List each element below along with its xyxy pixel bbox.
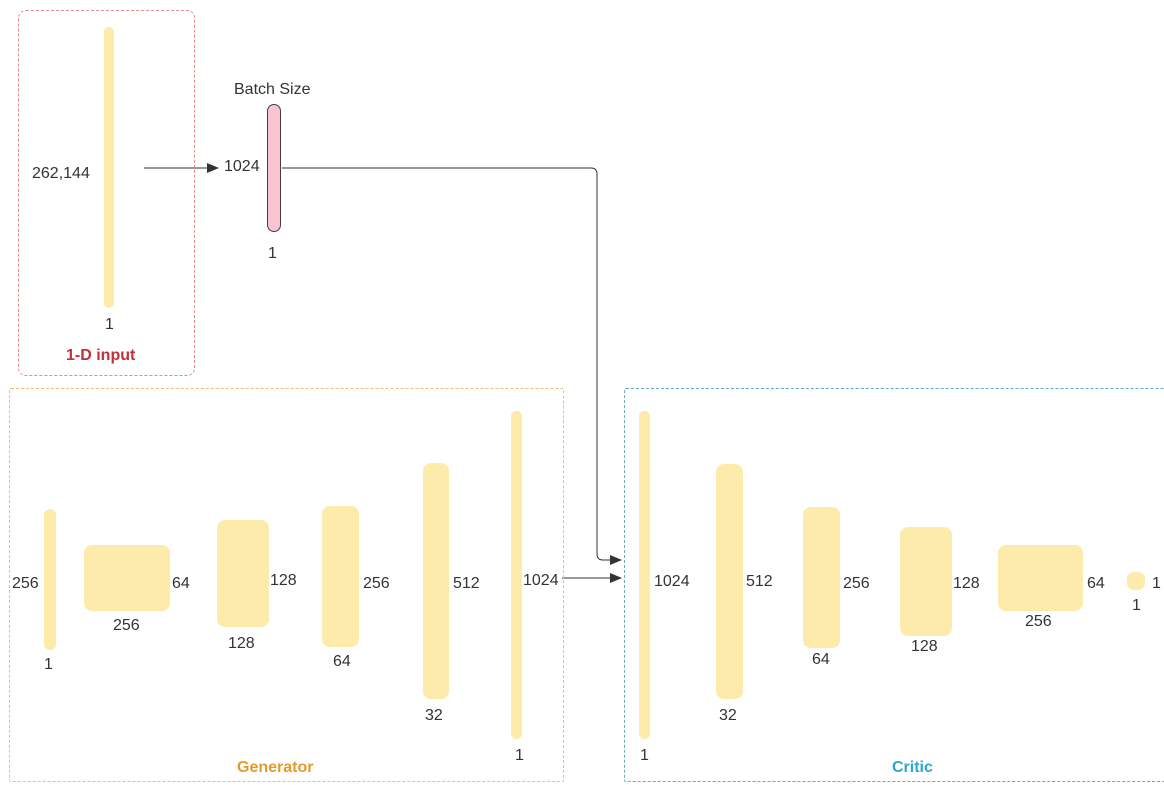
critic-layer-6-height-label: 1	[1152, 575, 1161, 592]
critic-layer-3-height-label: 256	[843, 575, 870, 592]
critic-title: Critic	[892, 759, 933, 776]
generator-layer-2-width-label: 256	[113, 617, 140, 634]
generator-layer-1-height-label: 256	[12, 575, 39, 592]
generator-layer-6-height-label: 1024	[523, 572, 559, 589]
generator-layer-5-width-label: 32	[425, 707, 443, 724]
critic-layer-6-width-label: 1	[1132, 597, 1141, 614]
generator-layer-3-height-label: 128	[270, 572, 297, 589]
batch-layer	[267, 104, 281, 232]
critic-layer-1-width-label: 1	[640, 747, 649, 764]
generator-layer-3-width-label: 128	[228, 635, 255, 652]
generator-box	[9, 388, 564, 782]
critic-layer-3-width-label: 64	[812, 651, 830, 668]
generator-layer-1-width-label: 1	[44, 656, 53, 673]
batch-title: Batch Size	[234, 81, 311, 98]
input-layer-width-label: 1	[105, 316, 114, 333]
generator-layer-6	[511, 411, 522, 739]
input-box	[18, 10, 195, 376]
generator-layer-2	[84, 545, 170, 611]
input-box-title: 1-D input	[66, 347, 136, 364]
critic-layer-4-width-label: 128	[911, 638, 938, 655]
critic-layer-4-height-label: 128	[953, 575, 980, 592]
generator-layer-5-height-label: 512	[453, 575, 480, 592]
batch-height-label: 1024	[224, 158, 260, 175]
critic-layer-1-height-label: 1024	[654, 573, 690, 590]
critic-layer-4	[900, 527, 952, 636]
batch-to-critic-connector	[282, 167, 622, 565]
critic-layer-6	[1127, 572, 1145, 590]
generator-layer-4-height-label: 256	[363, 575, 390, 592]
critic-layer-2-height-label: 512	[746, 573, 773, 590]
input-layer	[104, 27, 114, 308]
critic-layer-3	[803, 507, 840, 648]
critic-layer-1	[639, 411, 650, 739]
critic-layer-2	[716, 464, 743, 699]
critic-layer-2-width-label: 32	[719, 707, 737, 724]
generator-layer-4-width-label: 64	[333, 653, 351, 670]
critic-layer-5-width-label: 256	[1025, 613, 1052, 630]
generator-layer-5	[423, 463, 449, 699]
generator-layer-1	[44, 509, 56, 650]
generator-layer-2-height-label: 64	[172, 575, 190, 592]
generator-layer-4	[322, 506, 359, 647]
generator-title: Generator	[237, 759, 314, 776]
generator-layer-6-width-label: 1	[515, 747, 524, 764]
generator-layer-3	[217, 520, 269, 627]
critic-box	[624, 388, 1164, 782]
batch-width-label: 1	[268, 245, 277, 262]
critic-layer-5-height-label: 64	[1087, 575, 1105, 592]
critic-layer-5	[998, 545, 1083, 611]
input-layer-height-label: 262,144	[32, 165, 90, 182]
